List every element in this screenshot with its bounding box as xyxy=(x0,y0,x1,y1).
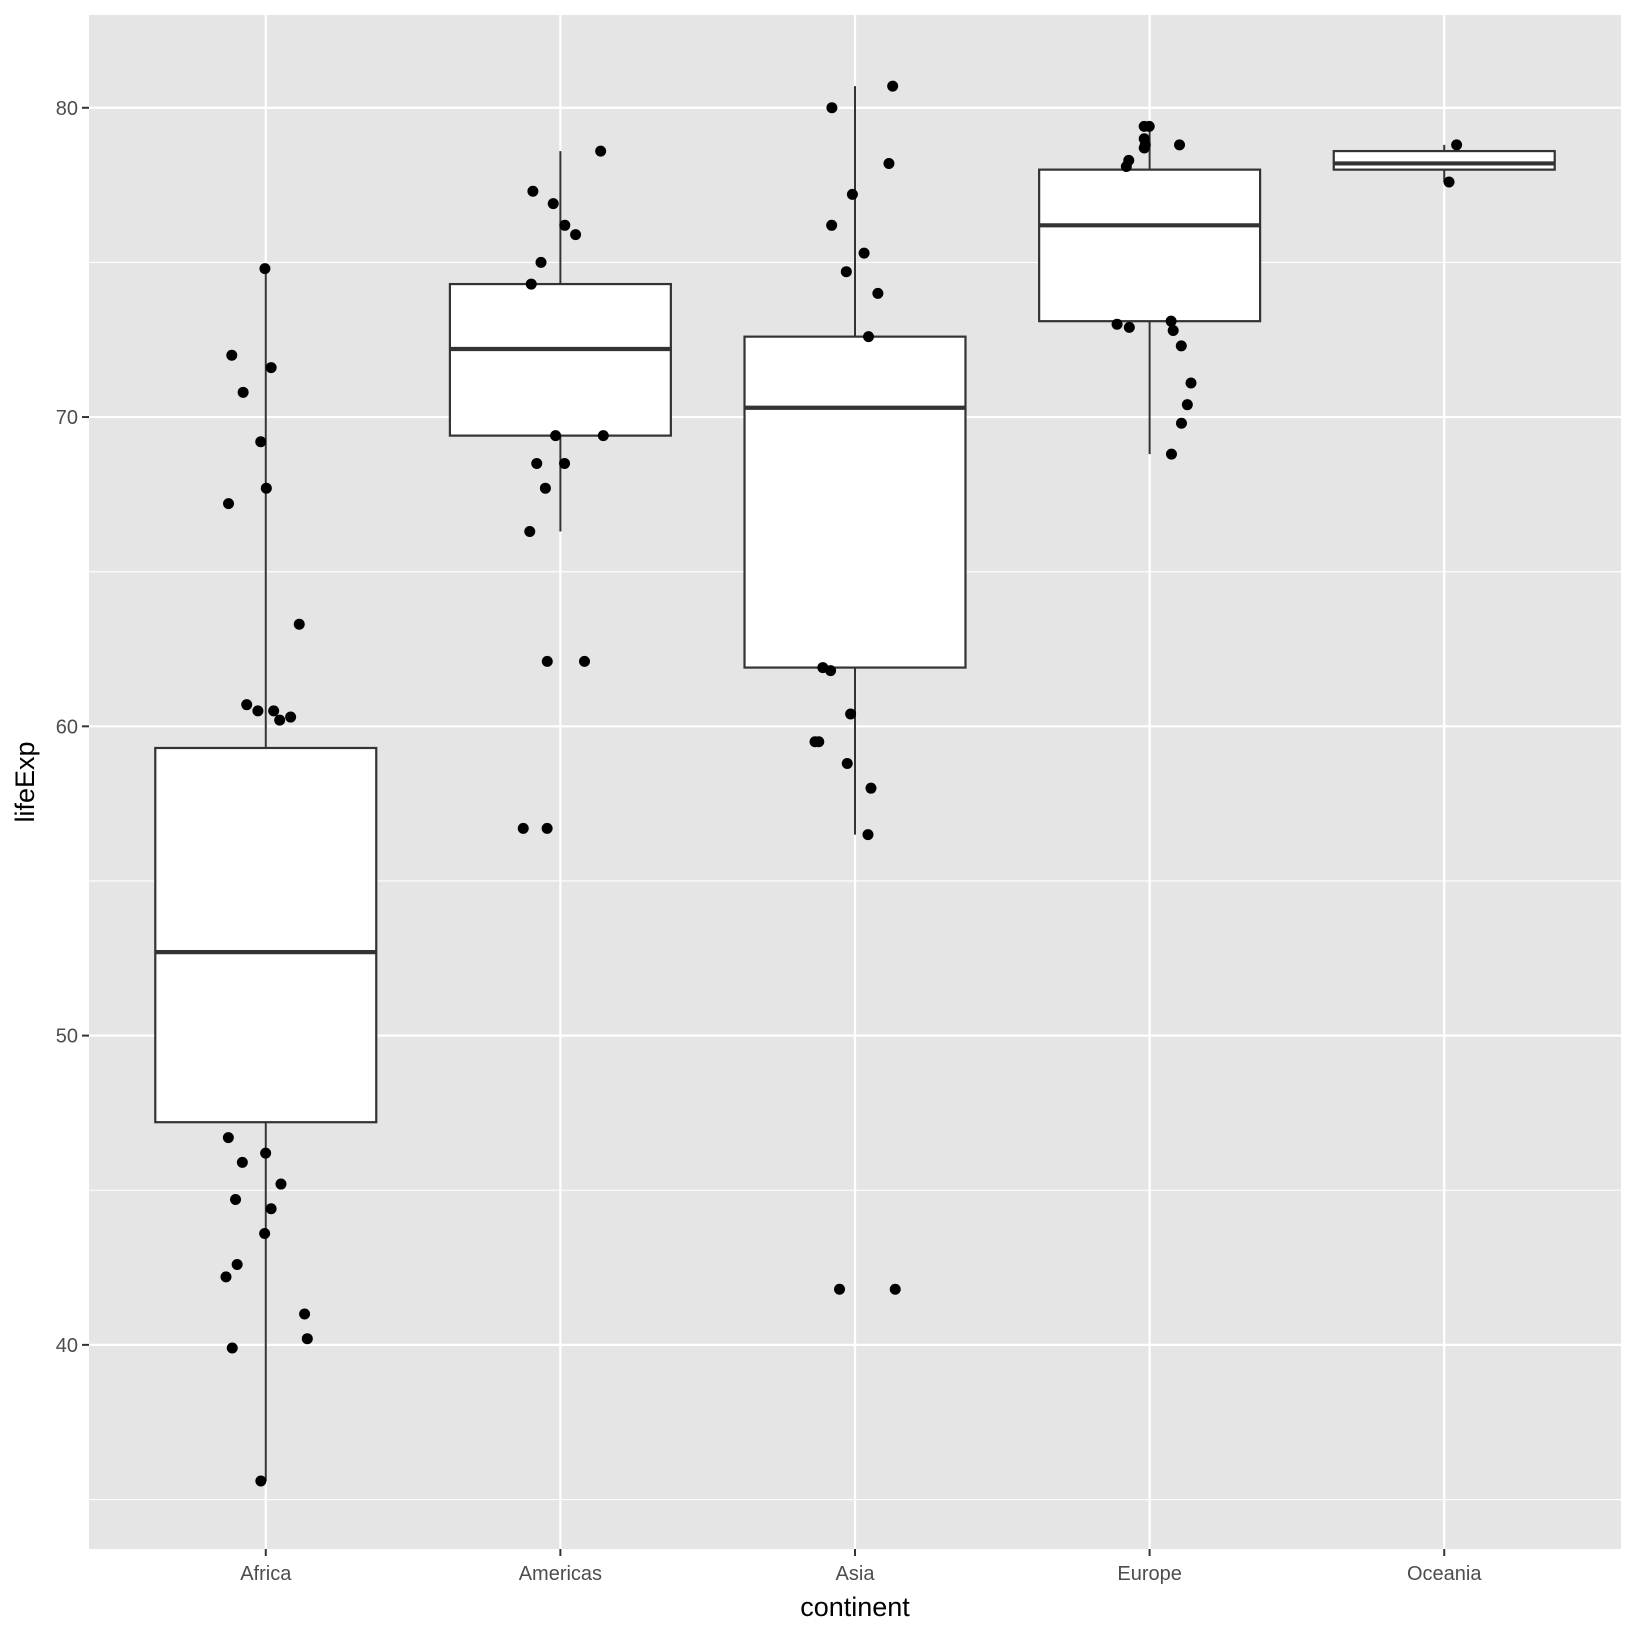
data-point xyxy=(1138,142,1150,154)
data-point xyxy=(517,822,529,834)
data-point xyxy=(1174,139,1186,151)
data-point xyxy=(265,1203,277,1215)
data-point xyxy=(846,188,858,200)
data-point xyxy=(1181,399,1193,411)
data-point xyxy=(841,757,853,769)
data-point xyxy=(1451,139,1463,151)
data-point xyxy=(547,198,559,210)
data-point xyxy=(252,705,264,717)
y-axis-title: lifeExp xyxy=(10,741,40,822)
points xyxy=(220,80,1463,1487)
data-point xyxy=(889,1283,901,1295)
data-point xyxy=(259,1228,271,1240)
data-point xyxy=(825,665,837,677)
data-point xyxy=(541,822,553,834)
data-point xyxy=(887,80,899,92)
data-point xyxy=(237,386,249,398)
data-point xyxy=(570,229,582,241)
data-point xyxy=(597,430,609,442)
box-body xyxy=(743,335,967,669)
data-point xyxy=(539,482,551,494)
y-tick-label: 80 xyxy=(56,98,78,120)
data-point xyxy=(862,829,874,841)
data-point xyxy=(863,331,875,343)
y-tick-label: 60 xyxy=(56,716,78,738)
data-point xyxy=(265,362,277,374)
data-point xyxy=(559,457,571,469)
data-point xyxy=(550,430,562,442)
x-tick-label: Europe xyxy=(1117,1563,1182,1585)
data-point xyxy=(230,1194,242,1206)
y-tick-label: 70 xyxy=(56,407,78,429)
data-point xyxy=(236,1156,248,1168)
data-point xyxy=(255,436,267,448)
data-point xyxy=(531,457,543,469)
data-point xyxy=(1143,120,1155,132)
data-point xyxy=(260,1147,272,1159)
data-point xyxy=(595,145,607,157)
data-point xyxy=(1443,176,1455,188)
box-body xyxy=(1038,168,1262,323)
data-point xyxy=(226,349,238,361)
data-point xyxy=(883,157,895,169)
data-point xyxy=(220,1271,232,1283)
data-point xyxy=(275,1178,287,1190)
data-point xyxy=(524,525,536,537)
data-point xyxy=(1120,161,1132,173)
data-point xyxy=(1111,318,1123,330)
boxes xyxy=(154,86,1556,1481)
data-point xyxy=(809,736,821,748)
data-point xyxy=(559,219,571,231)
data-point xyxy=(578,655,590,667)
data-point xyxy=(1175,417,1187,429)
data-point xyxy=(241,699,253,711)
x-axis: Africa Americas Asia Europe Oceania xyxy=(240,1549,1482,1585)
data-point xyxy=(1175,340,1187,352)
data-point xyxy=(301,1333,313,1345)
y-axis: 40 50 60 70 80 xyxy=(56,98,89,1357)
data-point xyxy=(299,1308,311,1320)
data-point xyxy=(858,247,870,259)
data-point xyxy=(834,1283,846,1295)
x-axis-title: continent xyxy=(800,1592,910,1622)
data-point xyxy=(865,782,877,794)
data-point xyxy=(231,1258,243,1270)
data-point xyxy=(845,708,857,720)
data-point xyxy=(260,482,272,494)
x-tick-label: Americas xyxy=(519,1563,602,1585)
data-point xyxy=(268,705,280,717)
data-point xyxy=(226,1342,238,1354)
data-point xyxy=(840,266,852,278)
data-point xyxy=(259,263,271,275)
data-point xyxy=(255,1475,267,1487)
data-point xyxy=(285,711,297,723)
data-point xyxy=(1167,324,1179,336)
data-point xyxy=(872,287,884,299)
data-point xyxy=(222,1132,234,1144)
data-point xyxy=(527,185,539,197)
data-point xyxy=(1123,321,1135,333)
data-point xyxy=(525,278,537,290)
data-point xyxy=(223,498,235,510)
x-tick-label: Oceania xyxy=(1407,1563,1482,1585)
box-body xyxy=(154,746,378,1124)
data-point xyxy=(541,655,553,667)
x-tick-label: Africa xyxy=(240,1563,292,1585)
box-body xyxy=(1332,149,1556,171)
data-point xyxy=(535,256,547,268)
data-point xyxy=(293,618,305,630)
y-tick-label: 40 xyxy=(56,1335,78,1357)
data-point xyxy=(274,714,286,726)
y-tick-label: 50 xyxy=(56,1026,78,1048)
x-tick-label: Asia xyxy=(836,1563,876,1585)
box-body xyxy=(448,282,672,437)
data-point xyxy=(826,102,838,114)
data-point xyxy=(826,219,838,231)
data-point xyxy=(1185,377,1197,389)
data-point xyxy=(1165,315,1177,327)
data-point xyxy=(1165,448,1177,460)
